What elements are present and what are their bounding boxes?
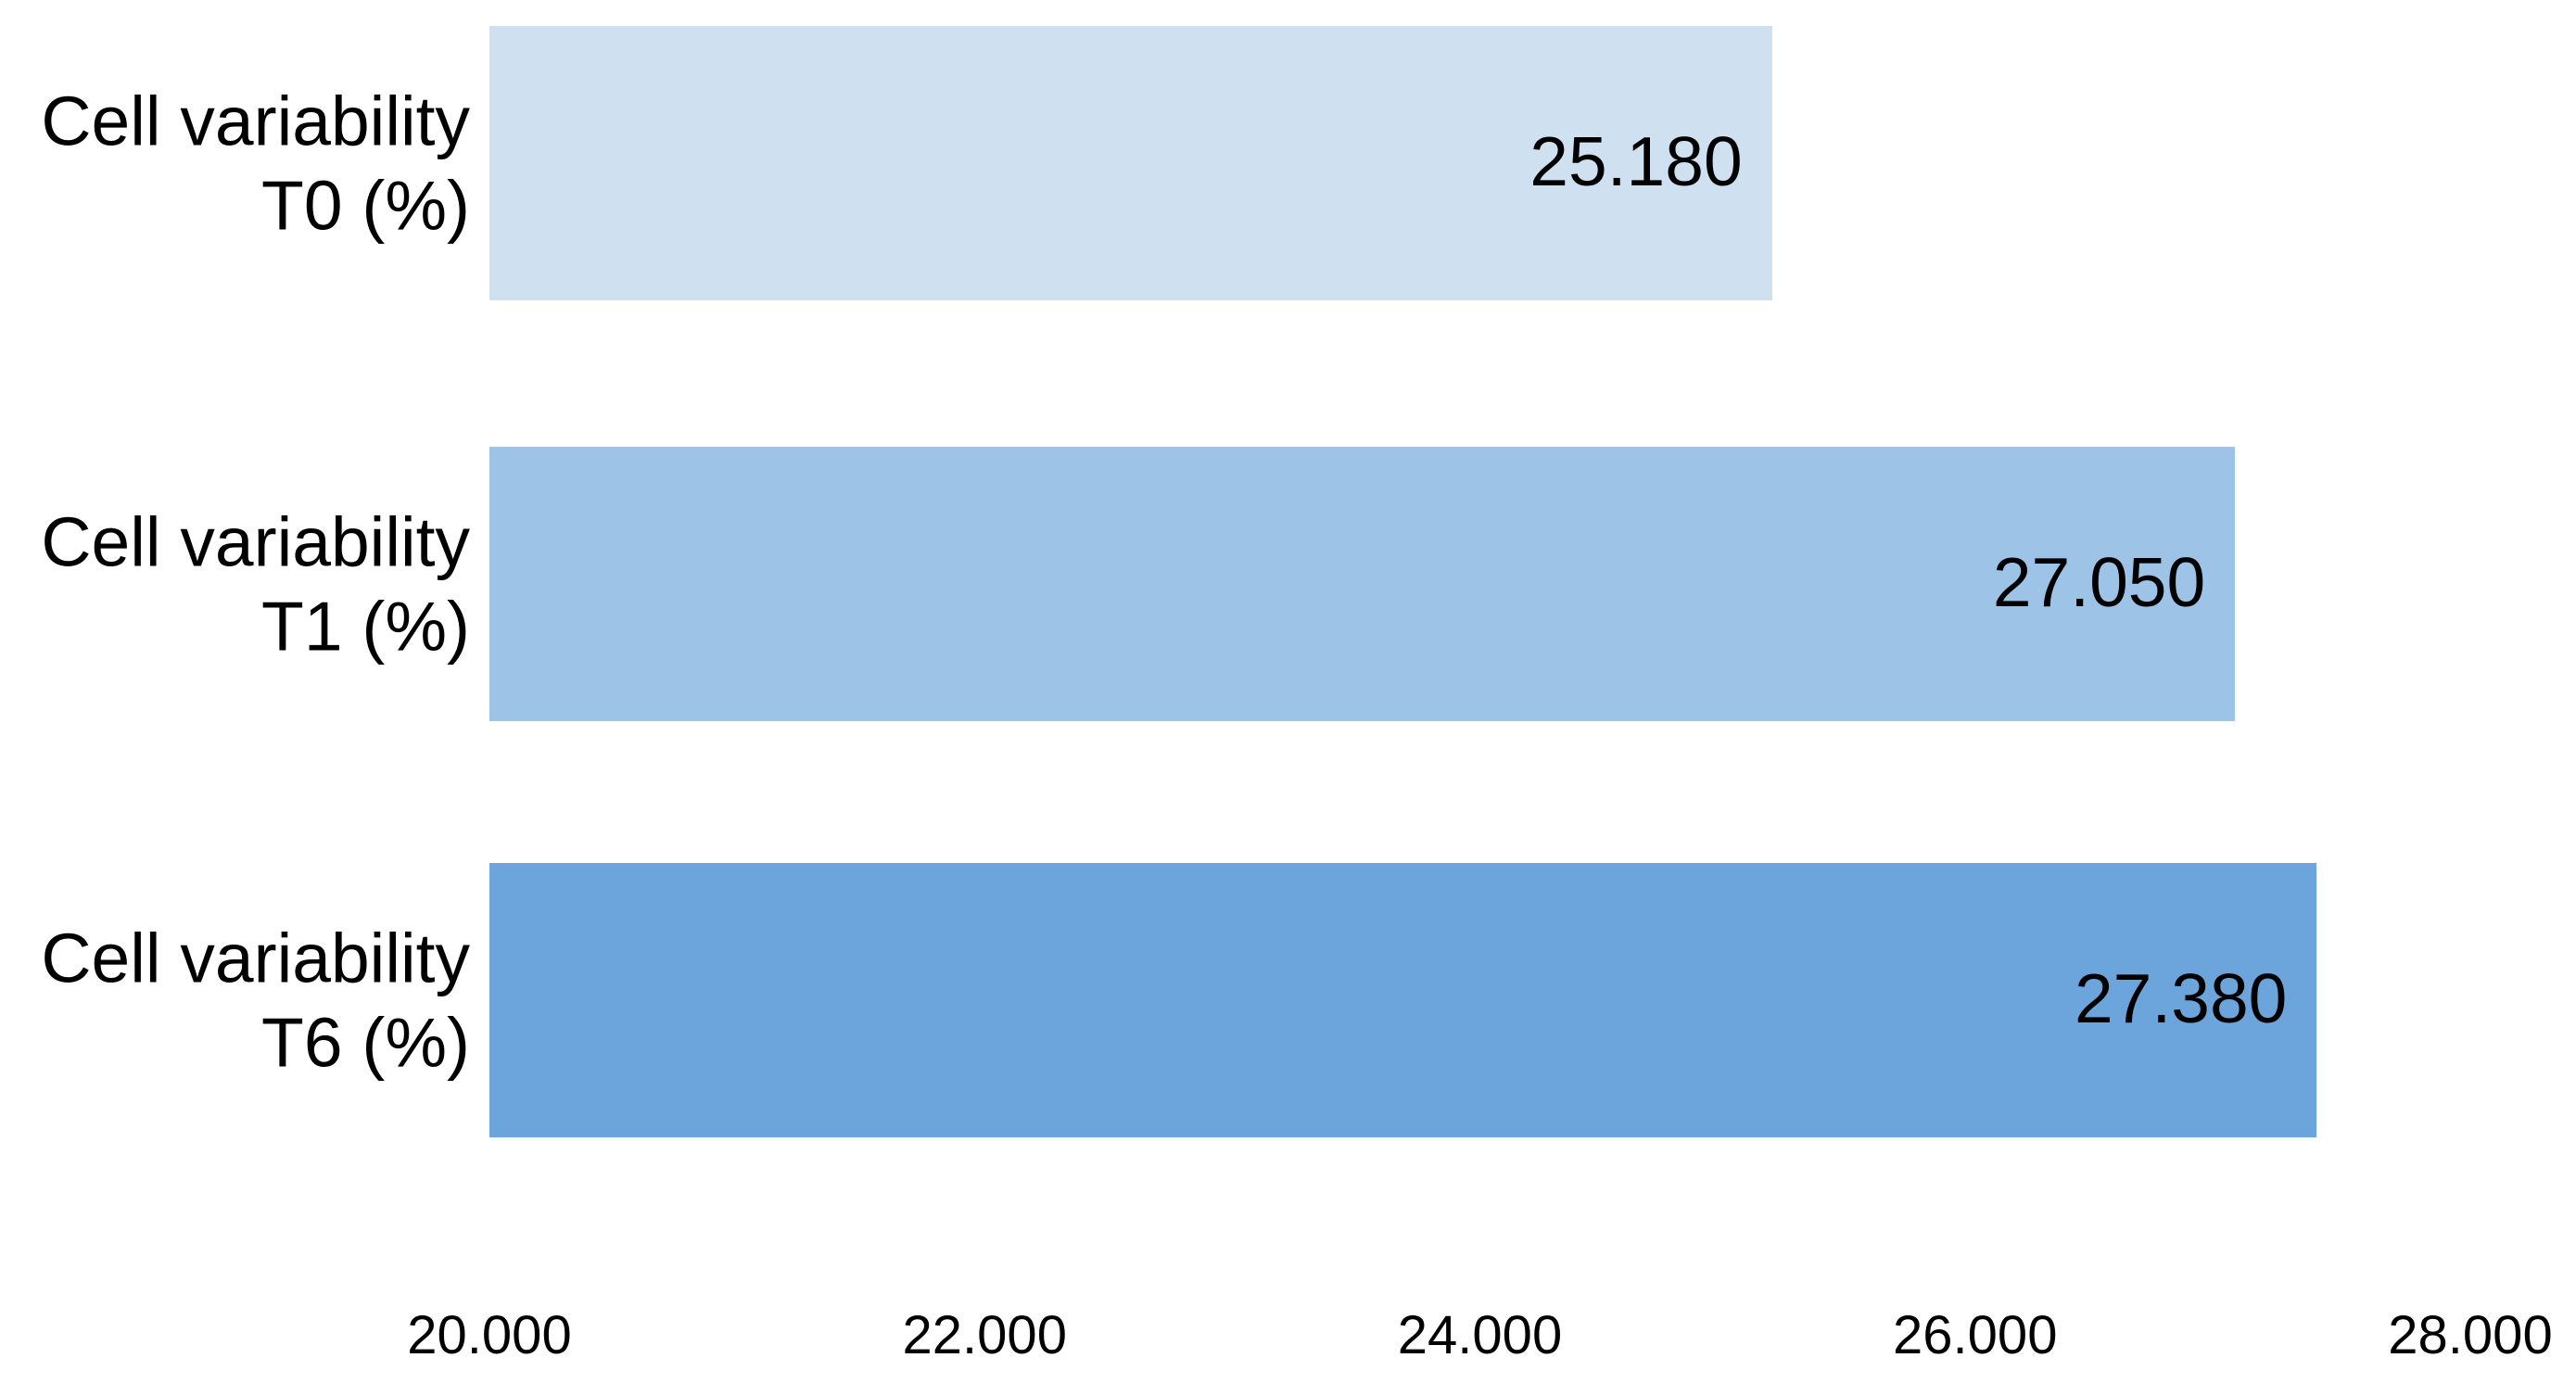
x-axis-tick-label: 22.000 [902, 1305, 1067, 1365]
bar-value-label: 27.050 [1992, 543, 2206, 621]
x-axis-tick-label: 24.000 [1397, 1305, 1563, 1365]
x-axis-tick-label: 26.000 [1893, 1305, 2058, 1365]
category-label-line: T0 (%) [261, 166, 470, 244]
x-axis-tick-label: 28.000 [2388, 1305, 2553, 1365]
category-label-line: T1 (%) [261, 587, 470, 665]
category-label-line: Cell variability [41, 502, 470, 581]
category-label: Cell variability T0 (%) [0, 79, 470, 247]
bar-t1: 27.050 [489, 447, 2236, 721]
bar-t0: 25.180 [489, 26, 1772, 300]
category-label-line: T6 (%) [261, 1003, 470, 1081]
category-label-line: Cell variability [41, 919, 470, 997]
category-label-line: Cell variability [41, 82, 470, 160]
x-axis-tick-label: 20.000 [407, 1305, 572, 1365]
bar-value-label: 25.180 [1529, 122, 1743, 200]
bar-value-label: 27.380 [2074, 959, 2288, 1037]
category-label: Cell variability T6 (%) [0, 916, 470, 1085]
bar-t6: 27.380 [489, 863, 2317, 1137]
category-label: Cell variability T1 (%) [0, 500, 470, 668]
